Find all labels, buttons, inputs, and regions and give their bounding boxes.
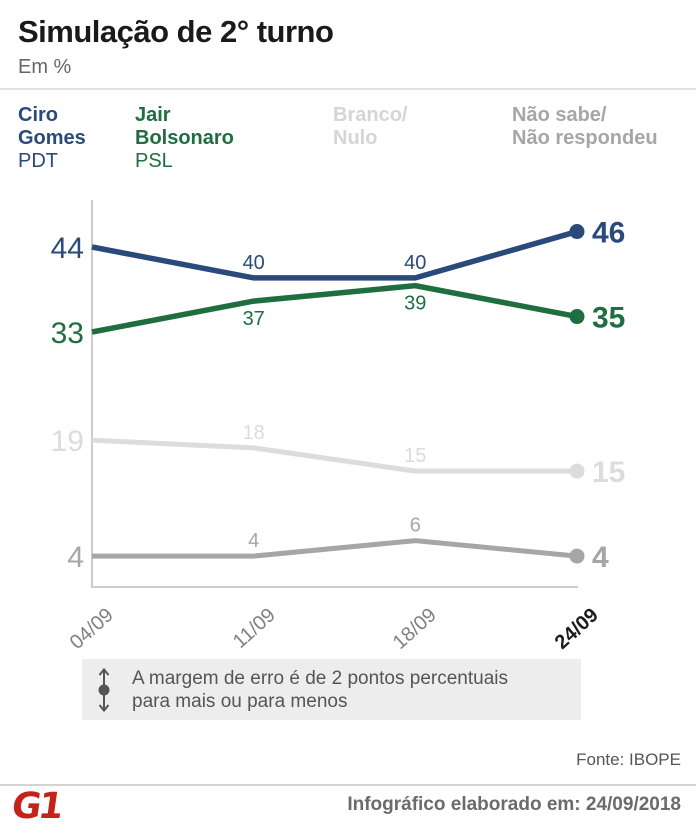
- series-line: [91, 437, 577, 474]
- note-text: A margem de erro é de 2 pontos percentua…: [112, 667, 508, 713]
- legend-entry-name: Nulo: [333, 127, 378, 149]
- series-mid-value-label: 18: [243, 422, 265, 444]
- chart-legend: Ciro Gomes PDT Jair Bolsonaro PSL Branco/Nulo N…: [0, 104, 696, 184]
- error-margin-arrow-icon: [98, 667, 110, 712]
- legend-entry-party: PDT: [18, 150, 58, 172]
- series-mid-value-label: 40: [404, 252, 426, 274]
- series-first-value-label: 19: [51, 425, 84, 458]
- note-line-1: A margem de erro é de 2 pontos percentua…: [132, 667, 509, 689]
- series-last-value-label: 4: [592, 541, 609, 574]
- series-last-value-label: 46: [592, 217, 625, 250]
- legend-entry: Branco/Nulo: [333, 104, 407, 150]
- series-mid-value-label: 15: [404, 445, 426, 467]
- header-divider: [0, 88, 696, 90]
- note-line-2: para mais ou para menos: [132, 690, 348, 712]
- legend-entry-name: Bolsonaro: [135, 127, 234, 149]
- series-end-dot: [569, 463, 585, 479]
- legend-entry-name: Não sabe/: [512, 104, 607, 126]
- legend-entry: Ciro Gomes PDT: [18, 104, 86, 173]
- legend-entry-name: Não respondeu: [512, 127, 658, 149]
- legend-entry: Jair Bolsonaro PSL: [135, 104, 234, 173]
- series-mid-value-label: 6: [410, 515, 421, 537]
- series-last-value-label: 15: [592, 456, 625, 489]
- series-line: [91, 282, 578, 335]
- page-subtitle: Em %: [18, 56, 72, 78]
- legend-entry-name: Ciro: [18, 104, 58, 126]
- x-axis-category-label: 04/09: [65, 604, 118, 654]
- legend-entry-party: PSL: [135, 150, 173, 172]
- legend-entry-name: Gomes: [18, 127, 86, 149]
- series-line: [92, 538, 578, 559]
- x-axis-category-label: 18/09: [389, 604, 442, 654]
- page-title: Simulação de 2° turno: [18, 14, 334, 49]
- series-end-dot: [569, 548, 585, 564]
- series-mid-value-label: 39: [404, 293, 426, 315]
- series-first-value-label: 33: [51, 317, 84, 350]
- legend-entry-name: Branco/: [333, 104, 408, 126]
- series-first-value-label: 44: [51, 232, 84, 265]
- footer-divider: [0, 784, 696, 786]
- series-mid-value-label: 4: [248, 530, 259, 552]
- series-mid-value-label: 37: [243, 308, 265, 330]
- series-line: [91, 228, 578, 281]
- series-first-value-label: 4: [67, 541, 84, 574]
- legend-entry: Não sabe/Não respondeu: [512, 104, 658, 150]
- series-end-dot: [569, 309, 585, 325]
- source-label: Fonte: IBOPE: [576, 750, 681, 769]
- series-end-dot: [569, 224, 585, 240]
- series-mid-value-label: 40: [243, 252, 265, 274]
- x-axis-category-label: 11/09: [228, 604, 280, 653]
- legend-entry-name: Jair: [135, 104, 171, 126]
- x-axis-category-label: 24/09: [550, 604, 603, 654]
- g1-logo: G1: [9, 786, 64, 827]
- series-last-value-label: 35: [592, 302, 625, 335]
- margin-of-error-note: A margem de erro é de 2 pontos percentua…: [82, 659, 581, 720]
- footer-date-label: Infográfico elaborado em: 24/09/2018: [347, 794, 681, 815]
